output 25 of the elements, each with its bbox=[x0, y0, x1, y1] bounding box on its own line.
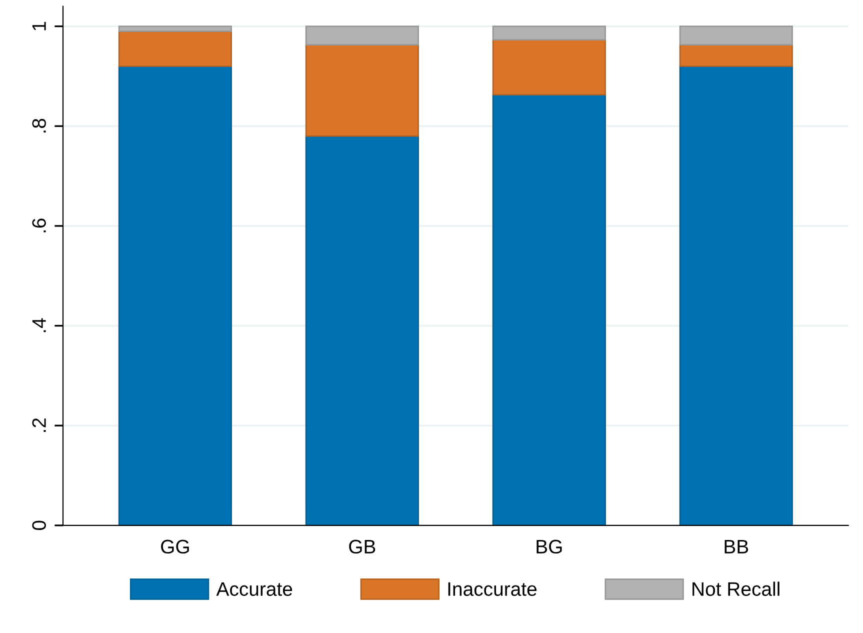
legend-label: Not Recall bbox=[692, 582, 780, 596]
y-tick-label: 0 bbox=[32, 520, 46, 530]
bar bbox=[118, 26, 232, 32]
bar bbox=[118, 30, 232, 67]
y-tick-label: .6 bbox=[32, 218, 46, 232]
bar bbox=[492, 39, 606, 96]
x-tick-label: BG bbox=[536, 540, 562, 554]
bar bbox=[305, 135, 419, 526]
bar bbox=[118, 66, 232, 526]
y-tick-label: 1 bbox=[32, 22, 46, 30]
y-tick-label: .8 bbox=[32, 118, 46, 132]
legend-label: Accurate bbox=[216, 582, 292, 596]
y-tick-label: .4 bbox=[32, 318, 46, 332]
bar bbox=[305, 26, 419, 46]
bar bbox=[492, 26, 606, 40]
legend-label: Inaccurate bbox=[448, 582, 536, 596]
bar bbox=[305, 44, 419, 137]
bar bbox=[679, 44, 793, 67]
bar bbox=[492, 94, 606, 526]
bar bbox=[679, 26, 793, 46]
x-tick-label: GB bbox=[349, 540, 376, 554]
y-tick-label: .2 bbox=[32, 418, 46, 432]
x-tick-label: GG bbox=[161, 540, 189, 554]
x-tick-label: BB bbox=[724, 540, 748, 554]
bar bbox=[679, 66, 793, 526]
